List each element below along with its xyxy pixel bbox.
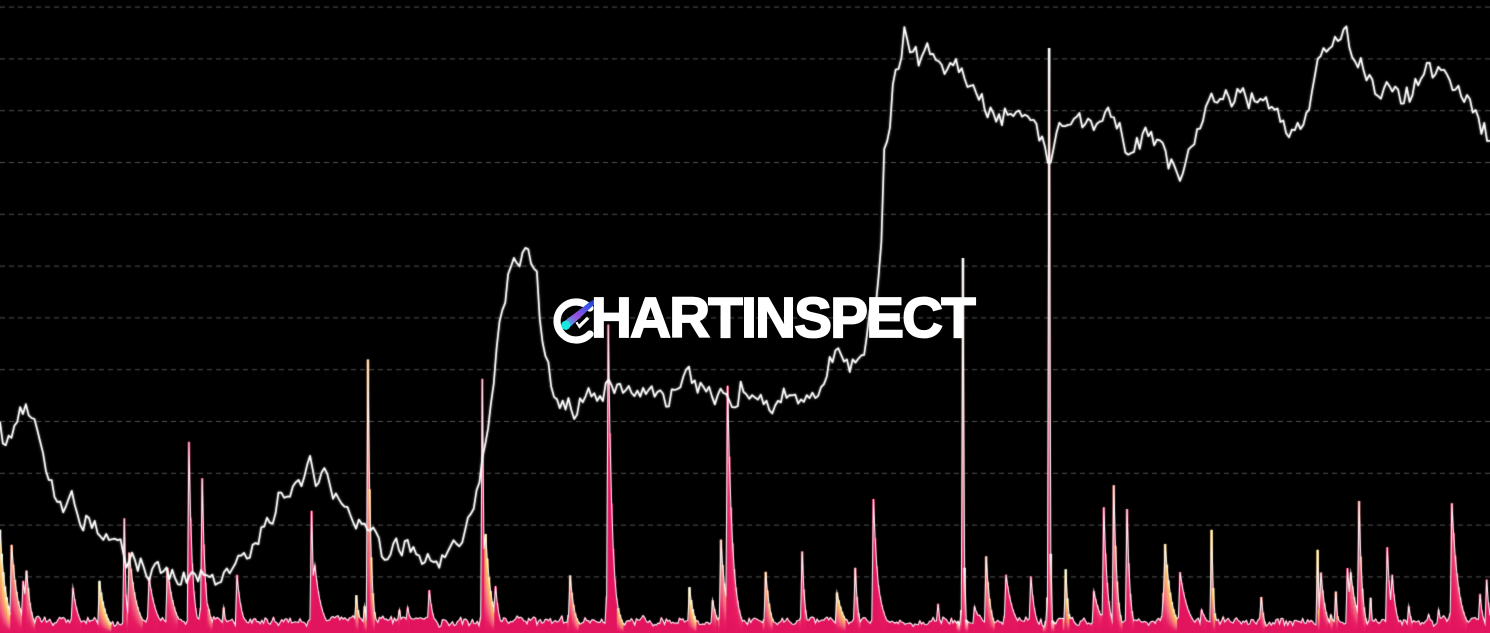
svg-text:HARTINSPECT: HARTINSPECT bbox=[591, 286, 975, 349]
